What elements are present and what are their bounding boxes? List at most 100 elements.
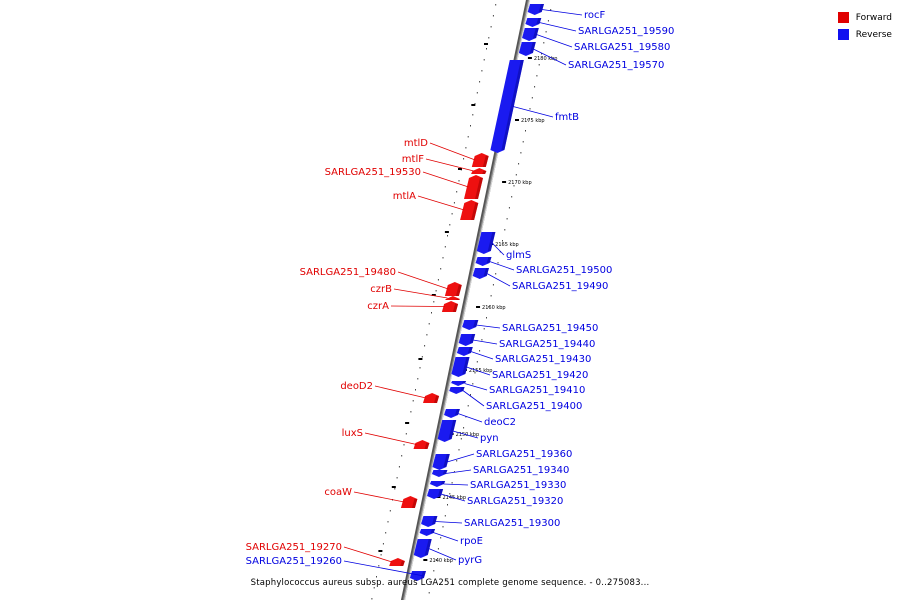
gene-label[interactable]: SARLGA251_19580 [574, 42, 670, 53]
gene-label[interactable]: SARLGA251_19320 [467, 496, 563, 507]
gene-sarlga251-19500: SARLGA251_19500 [475, 257, 612, 276]
gene-label-leader [457, 413, 483, 423]
gene-label[interactable]: SARLGA251_19430 [495, 354, 591, 365]
legend-label-forward: Forward [855, 12, 892, 23]
gene-fmtb: fmtB [490, 60, 579, 153]
gene-sarlga251-19260: SARLGA251_19260 [246, 556, 426, 581]
gene-label-leader [374, 385, 427, 399]
gene-label[interactable]: SARLGA251_19360 [476, 449, 572, 460]
gene-label-leader [533, 48, 567, 66]
gene-glyph [451, 381, 467, 386]
gene-label[interactable]: SARLGA251_19490 [512, 281, 608, 292]
gene-glyph-shade [438, 489, 444, 496]
gene-label-leader [466, 366, 491, 376]
gene-label-leader [428, 548, 457, 561]
gene-label[interactable]: SARLGA251_19410 [489, 385, 585, 396]
scale-tick-label: 2180 kbp [534, 56, 558, 62]
gene-label[interactable]: deoC2 [484, 417, 516, 428]
gene-label[interactable]: czrA [367, 301, 389, 312]
gene-glyph [409, 571, 426, 581]
gene-label[interactable]: SARLGA251_19480 [300, 267, 396, 278]
gene-label[interactable]: mtlD [404, 138, 428, 149]
gene-label[interactable]: SARLGA251_19420 [492, 370, 588, 381]
scale-tick-label: 2170 kbp [508, 180, 532, 186]
gene-glyph-shade [536, 18, 542, 24]
gene-label-leader [443, 483, 469, 486]
gene-glyph-shade [456, 299, 460, 300]
gene-glyph-shade [486, 257, 492, 263]
gene-label[interactable]: mtlA [393, 191, 416, 202]
gene-glms: glmS [476, 232, 531, 261]
gene-pyrg: pyrG [413, 539, 482, 566]
gene-label-leader [486, 273, 511, 287]
gene-mtlf: mtlF [402, 154, 487, 174]
gene-glyph-shade [482, 156, 489, 167]
gene-label[interactable]: SARLGA251_19260 [246, 556, 342, 567]
gene-label-leader [491, 242, 505, 256]
gene-label-leader [512, 106, 554, 118]
reverse-track-dots [428, 9, 552, 594]
gene-label[interactable]: rpoE [460, 536, 483, 547]
gene-glyph [427, 489, 444, 499]
scale-tick-label: 2175 kbp [521, 118, 545, 124]
gene-label-leader [489, 261, 515, 271]
gene-glyph [456, 347, 473, 356]
gene-label-leader [536, 34, 573, 48]
gene-glyph [472, 268, 489, 279]
gene-label[interactable]: SARLGA251_19270 [246, 542, 342, 553]
gene-label-leader [472, 339, 498, 345]
gene-label[interactable]: SARLGA251_19530 [325, 167, 421, 178]
gene-glyph [471, 168, 487, 174]
gene-label[interactable]: SARLGA251_19330 [470, 480, 566, 491]
gene-label[interactable]: SARLGA251_19570 [568, 60, 664, 71]
gene-label[interactable]: SARLGA251_19590 [578, 26, 674, 37]
gene-sarlga251-19420: SARLGA251_19420 [451, 357, 588, 381]
scale-tick-label: 2165 kbp [495, 242, 519, 248]
gene-glyph-shade [487, 232, 496, 251]
gene-label[interactable]: SARLGA251_19450 [502, 323, 598, 334]
sequence-caption: Staphylococcus aureus subsp. aureus LGA2… [250, 578, 650, 588]
gene-glyph [421, 516, 438, 527]
gene-label[interactable]: SARLGA251_19300 [464, 518, 560, 529]
gene-sarlga251-19590: SARLGA251_19590 [525, 18, 674, 37]
gene-glyph-shade [462, 381, 467, 383]
gene-label[interactable]: deoD2 [340, 381, 373, 392]
legend-item-reverse: Reverse [837, 26, 892, 43]
gene-label[interactable]: SARLGA251_19440 [499, 339, 595, 350]
gene-label[interactable]: SARLGA251_19400 [486, 401, 582, 412]
gene-label[interactable]: glmS [506, 250, 531, 261]
gene-label-leader [470, 351, 494, 360]
gene-glyph-shade [448, 420, 457, 439]
gene-label[interactable]: rocF [584, 10, 606, 21]
gene-label[interactable]: czrB [370, 284, 392, 295]
gene-rocf: rocF [527, 4, 606, 21]
gene-label[interactable]: SARLGA251_19340 [473, 465, 569, 476]
gene-label-leader [440, 493, 466, 502]
gene-sarlga251-19400: SARLGA251_19400 [449, 387, 582, 412]
gene-glyph-shade [467, 347, 473, 353]
scale-tick [423, 559, 428, 561]
gene-glyph [431, 470, 448, 477]
gene-glyph-shade [400, 561, 405, 566]
gene-glyph-shade [501, 60, 524, 150]
gene-glyph [475, 257, 492, 266]
gene-label-leader [353, 491, 405, 503]
left-dashes [378, 43, 488, 552]
gene-label[interactable]: coaW [324, 487, 352, 498]
scale-tick [527, 57, 532, 59]
forward-track-dots [371, 4, 497, 600]
legend-label-reverse: Reverse [855, 29, 892, 40]
gene-sarlga251-19340: SARLGA251_19340 [431, 465, 569, 477]
gene-label[interactable]: mtlF [402, 154, 424, 165]
gene-label-leader [343, 546, 393, 563]
gene-label[interactable]: fmtB [555, 112, 579, 123]
gene-czra: czrA [367, 301, 459, 312]
gene-glyph-shade [455, 409, 460, 415]
gene-label[interactable]: pyn [480, 433, 499, 444]
gene-label[interactable]: luxS [342, 428, 363, 439]
gene-glyph-shade [434, 396, 440, 403]
gene-label[interactable]: pyrG [458, 555, 482, 566]
gene-label-leader [422, 171, 469, 188]
gene-label[interactable]: SARLGA251_19500 [516, 265, 612, 276]
